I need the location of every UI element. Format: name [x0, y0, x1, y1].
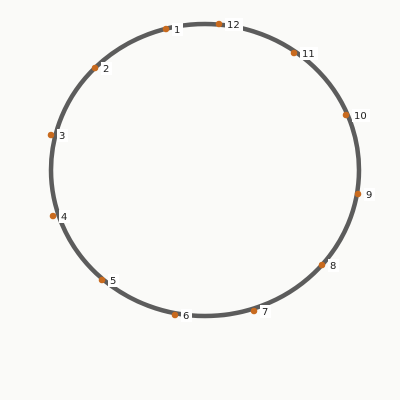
point-label: 2 [103, 64, 109, 75]
point-marker [171, 311, 179, 319]
point-4: 4 [49, 210, 70, 223]
point-10: 10 [342, 109, 370, 122]
point-label-background [101, 62, 112, 75]
point-marker [290, 49, 298, 57]
point-label: 4 [61, 212, 67, 223]
point-label: 12 [227, 20, 240, 31]
point-label-background [225, 18, 243, 31]
point-label: 8 [330, 261, 336, 272]
point-9: 9 [354, 188, 375, 201]
point-label-background [57, 129, 68, 142]
point-label-background [352, 109, 370, 122]
point-label: 3 [59, 131, 65, 142]
point-label-background [181, 309, 192, 322]
point-label-background [300, 47, 318, 60]
point-marker [318, 261, 326, 269]
ring-outline [48, 21, 362, 319]
point-1: 1 [162, 23, 183, 36]
point-label: 7 [262, 307, 268, 318]
point-marker [215, 20, 223, 28]
point-marker [98, 276, 106, 284]
point-marker [91, 64, 99, 72]
point-5: 5 [98, 274, 119, 287]
point-2: 2 [91, 62, 112, 75]
point-label-background [172, 23, 183, 36]
point-label-background [59, 210, 70, 223]
point-label-background [260, 305, 271, 318]
point-marker [162, 25, 170, 33]
point-label: 11 [302, 49, 315, 60]
point-label: 5 [110, 276, 116, 287]
point-marker [354, 190, 362, 198]
point-12: 12 [215, 18, 243, 31]
point-label-background [328, 259, 339, 272]
point-label: 10 [354, 111, 367, 122]
point-6: 6 [171, 309, 192, 322]
point-3: 3 [47, 129, 68, 142]
point-7: 7 [250, 305, 271, 318]
point-label: 6 [183, 311, 189, 322]
point-marker [342, 111, 350, 119]
point-label-background [364, 188, 375, 201]
point-label: 1 [174, 25, 180, 36]
point-marker [47, 131, 55, 139]
point-marker [250, 307, 258, 315]
point-8: 8 [318, 259, 339, 272]
point-label-background [108, 274, 119, 287]
point-label: 9 [366, 190, 372, 201]
point-marker [49, 212, 57, 220]
point-11: 11 [290, 47, 318, 60]
